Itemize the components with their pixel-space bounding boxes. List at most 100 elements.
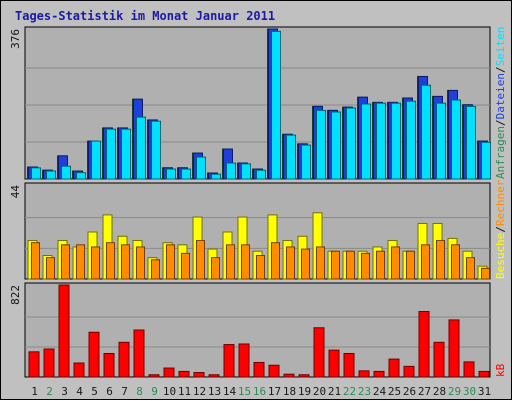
ytick-label-panel-3: 822 [9, 285, 22, 305]
day-label-15: 15 [238, 385, 251, 398]
legend-separator: / [494, 66, 507, 73]
bar-kb-day-2 [43, 348, 55, 378]
bar-rechner-day-22 [346, 250, 355, 280]
day-label-19: 19 [298, 385, 311, 398]
day-label-6: 6 [106, 385, 113, 398]
bar-rechner-day-31 [481, 267, 490, 280]
bar-kb-day-30 [463, 361, 475, 378]
bar-rechner-day-15 [241, 244, 250, 280]
day-label-30: 30 [463, 385, 476, 398]
bar-rechner-day-30 [466, 257, 475, 280]
bar-kb-day-16 [253, 361, 265, 378]
legend-item-seiten: Seiten [494, 27, 507, 67]
day-label-27: 27 [418, 385, 431, 398]
bar-kb-day-14 [223, 344, 235, 378]
bar-rechner-day-29 [451, 244, 460, 280]
bar-kb-day-11 [178, 370, 190, 378]
bar-kb-day-7 [118, 341, 130, 378]
bar-seiten-day-12 [196, 156, 206, 180]
bar-rechner-day-2 [46, 257, 55, 280]
bar-rechner-day-7 [121, 244, 130, 280]
day-label-20: 20 [313, 385, 326, 398]
bar-rechner-day-14 [226, 244, 235, 280]
bar-kb-day-17 [268, 364, 280, 378]
bar-rechner-day-5 [91, 246, 100, 280]
legend-item-dateien: Dateien [494, 73, 507, 119]
day-label-22: 22 [343, 385, 356, 398]
bar-rechner-day-18 [286, 246, 295, 280]
day-label-11: 11 [178, 385, 191, 398]
legend-separator: / [494, 226, 507, 233]
bar-seiten-day-20 [316, 109, 326, 180]
legend-panel-3: kB [494, 363, 507, 377]
bar-rechner-day-11 [181, 252, 190, 280]
bar-kb-day-1 [28, 351, 40, 378]
legend-panel-2: Besuche/Rechner [494, 179, 507, 279]
bar-rechner-day-20 [316, 246, 325, 280]
bar-seiten-day-26 [406, 100, 416, 180]
day-label-31: 31 [478, 385, 491, 398]
bar-kb-day-22 [343, 352, 355, 378]
day-label-5: 5 [91, 385, 98, 398]
day-label-21: 21 [328, 385, 341, 398]
bar-seiten-day-22 [346, 107, 356, 180]
bar-kb-day-27 [418, 311, 430, 378]
bar-seiten-day-24 [376, 102, 386, 180]
day-label-10: 10 [163, 385, 176, 398]
day-label-2: 2 [46, 385, 53, 398]
bar-seiten-day-18 [286, 134, 296, 180]
bar-rechner-day-28 [436, 240, 445, 280]
bar-seiten-day-7 [121, 128, 131, 180]
legend-item-anfragen: Anfragen [494, 126, 507, 179]
bar-seiten-day-14 [226, 162, 236, 180]
bar-rechner-day-21 [331, 250, 340, 280]
day-label-8: 8 [136, 385, 143, 398]
bar-kb-day-28 [433, 341, 445, 378]
day-label-26: 26 [403, 385, 416, 398]
day-label-17: 17 [268, 385, 281, 398]
bar-seiten-day-28 [436, 102, 446, 180]
day-label-16: 16 [253, 385, 266, 398]
bar-seiten-day-25 [391, 102, 401, 180]
bar-rechner-day-26 [406, 250, 415, 280]
day-label-4: 4 [76, 385, 83, 398]
day-label-14: 14 [223, 385, 237, 398]
bar-seiten-day-31 [481, 141, 491, 180]
bar-kb-day-5 [88, 331, 100, 378]
day-label-13: 13 [208, 385, 221, 398]
bar-seiten-day-2 [46, 170, 56, 180]
day-label-18: 18 [283, 385, 296, 398]
bar-kb-day-10 [163, 367, 175, 378]
bar-kb-day-13 [208, 374, 220, 378]
legend-panel-1: Anfragen/Dateien/Seiten [494, 27, 507, 179]
day-label-1: 1 [31, 385, 38, 398]
bar-kb-day-29 [448, 319, 460, 378]
bar-seiten-day-23 [361, 103, 371, 180]
bar-seiten-day-11 [181, 168, 191, 180]
plot-area-3 [24, 282, 491, 378]
bar-kb-day-23 [358, 370, 370, 378]
day-label-23: 23 [358, 385, 371, 398]
bar-seiten-day-16 [256, 169, 266, 180]
bar-seiten-day-15 [241, 163, 251, 180]
bar-rechner-day-13 [211, 257, 220, 280]
bar-kb-day-19 [298, 374, 310, 378]
bar-seiten-day-17 [271, 30, 281, 180]
bar-kb-day-31 [478, 370, 490, 378]
bar-rechner-day-27 [421, 244, 430, 280]
bar-rechner-day-24 [376, 250, 385, 280]
bar-rechner-day-17 [271, 242, 280, 280]
day-label-24: 24 [373, 385, 387, 398]
bar-kb-day-4 [73, 362, 85, 378]
bar-kb-day-18 [283, 373, 295, 378]
bar-seiten-day-3 [61, 165, 71, 180]
bar-kb-day-26 [403, 365, 415, 378]
day-label-9: 9 [151, 385, 158, 398]
bar-kb-day-12 [193, 372, 205, 378]
bar-kb-day-20 [313, 327, 325, 378]
bar-kb-day-24 [373, 370, 385, 378]
bar-seiten-day-30 [466, 105, 476, 180]
bar-rechner-day-4 [76, 244, 85, 280]
